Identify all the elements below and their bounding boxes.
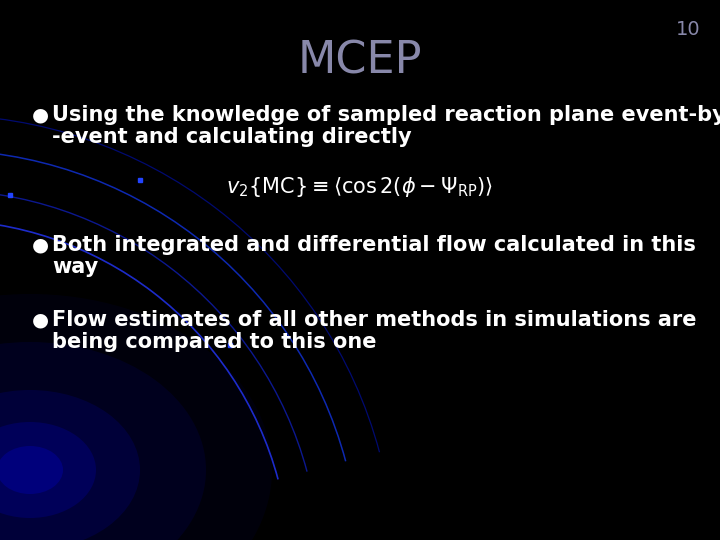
Ellipse shape xyxy=(0,422,96,518)
Text: -event and calculating directly: -event and calculating directly xyxy=(52,127,412,147)
Text: being compared to this one: being compared to this one xyxy=(52,332,377,352)
Text: MCEP: MCEP xyxy=(298,40,422,83)
Text: Flow estimates of all other methods in simulations are: Flow estimates of all other methods in s… xyxy=(52,310,696,330)
Ellipse shape xyxy=(0,294,272,540)
Text: ●: ● xyxy=(32,310,49,329)
Ellipse shape xyxy=(0,342,206,540)
Text: Both integrated and differential flow calculated in this: Both integrated and differential flow ca… xyxy=(52,235,696,255)
Text: 10: 10 xyxy=(675,20,700,39)
Text: ●: ● xyxy=(32,235,49,254)
Ellipse shape xyxy=(0,446,63,494)
Text: Using the knowledge of sampled reaction plane event-by: Using the knowledge of sampled reaction … xyxy=(52,105,720,125)
Text: $v_2\{\mathrm{MC}\} \equiv \langle \cos 2(\phi - \Psi_{\mathrm{RP}}) \rangle$: $v_2\{\mathrm{MC}\} \equiv \langle \cos … xyxy=(226,175,494,199)
Text: ●: ● xyxy=(32,105,49,124)
Ellipse shape xyxy=(0,390,140,540)
Text: way: way xyxy=(52,257,98,277)
